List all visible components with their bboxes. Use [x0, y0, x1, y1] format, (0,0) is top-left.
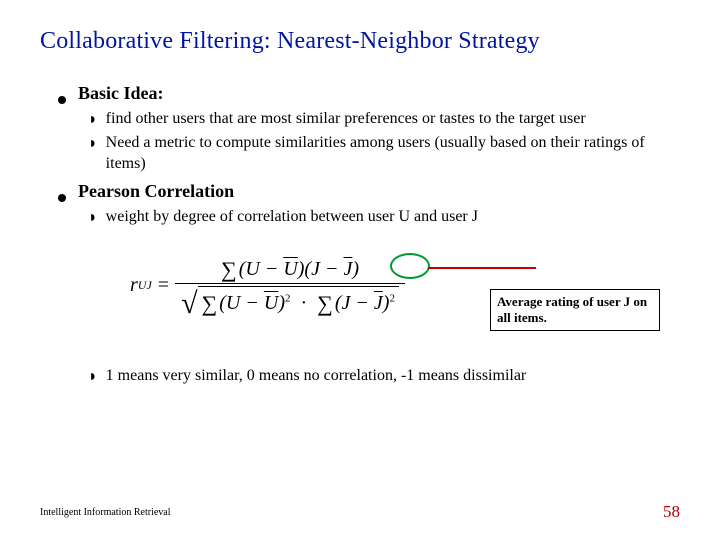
page-number: 58: [663, 502, 680, 522]
sub-marker-icon: ◗: [88, 133, 98, 176]
sub-find-users-text: find other users that are most similar p…: [106, 108, 586, 130]
bullet-pearson: Pearson Correlation: [58, 181, 680, 202]
sub-need-metric: ◗ Need a metric to compute similarities …: [88, 132, 680, 175]
pearson-formula: rUJ = ∑(U − U)(J − J) √ ∑(U − U)2 · ∑(J …: [130, 253, 405, 317]
radical-icon: √: [181, 290, 197, 319]
bullet-dot-icon: [58, 96, 66, 104]
sub-weight-by-text: weight by degree of correlation between …: [106, 206, 478, 228]
denominator: √ ∑(U − U)2 · ∑(J − J)2: [175, 284, 405, 317]
section-basic-idea: Basic Idea: ◗ find other users that are …: [58, 83, 680, 175]
footer-text: Intelligent Information Retrieval: [40, 507, 171, 518]
sub-weight-by: ◗ weight by degree of correlation betwee…: [88, 206, 680, 228]
sub-marker-icon: ◗: [88, 366, 98, 388]
bullet-dot-icon: [58, 194, 66, 202]
section-pearson: Pearson Correlation ◗ weight by degree o…: [58, 181, 680, 228]
heading-basic-idea: Basic Idea:: [78, 83, 164, 104]
section-pearson-tail: ◗ 1 means very similar, 0 means no corre…: [58, 365, 680, 387]
sqrt: √ ∑(U − U)2 · ∑(J − J)2: [181, 286, 399, 315]
callout-arrow-icon: [428, 267, 536, 269]
sub-marker-icon: ◗: [88, 207, 98, 229]
callout-box: Average rating of user J on all items.: [490, 289, 660, 330]
sub-marker-icon: ◗: [88, 109, 98, 131]
numerator: ∑(U − U)(J − J): [215, 253, 365, 283]
heading-pearson: Pearson Correlation: [78, 181, 234, 202]
formula-lhs-sub: UJ: [138, 278, 152, 293]
sub-scale-meaning: ◗ 1 means very similar, 0 means no corre…: [88, 365, 680, 387]
sub-need-metric-text: Need a metric to compute similarities am…: [106, 132, 680, 175]
callout-ring-icon: [390, 253, 430, 279]
slide-title: Collaborative Filtering: Nearest-Neighbo…: [40, 28, 680, 55]
formula-area: rUJ = ∑(U − U)(J − J) √ ∑(U − U)2 · ∑(J …: [130, 245, 690, 355]
sub-find-users: ◗ find other users that are most similar…: [88, 108, 680, 130]
fraction: ∑(U − U)(J − J) √ ∑(U − U)2 · ∑(J − J)2: [175, 253, 405, 317]
sub-scale-meaning-text: 1 means very similar, 0 means no correla…: [106, 365, 527, 387]
equals-sign: =: [158, 274, 169, 297]
callout-text: Average rating of user J on all items.: [497, 294, 647, 325]
bullet-basic-idea: Basic Idea:: [58, 83, 680, 104]
formula-lhs-r: r: [130, 274, 138, 297]
